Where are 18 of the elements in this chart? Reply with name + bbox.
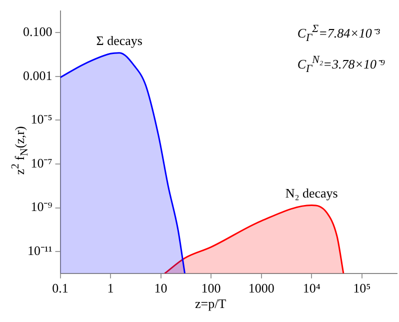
y-tick-label: 10⁻⁵ [30,112,52,127]
x-tick-label: 0.1 [52,280,68,296]
y-tick-label: 10⁻⁹ [30,199,53,214]
y-tick-label: 0.100 [23,24,52,40]
x-tick-label: 10⁵ [353,280,371,296]
x-tick-label: 10⁴ [302,280,321,296]
x-axis-title: z=p/T [195,296,226,312]
y-tick-label: 10⁻⁷ [30,155,52,170]
x-tick-label: 10 [154,280,168,296]
series-label: N₂ decays [285,185,338,200]
annotation: C$_{Γ}$$^{Σ}$=7.84×10⁻³ [297,22,381,46]
x-tick-label: 100 [201,280,221,296]
x-tick-label: 1 [107,280,114,296]
annotation: C$_{Γ}$$^{N₂}$=3.78×10⁻⁹ [297,52,385,77]
y-tick-label: 10⁻¹¹ [27,242,52,258]
y-tick-label: 0.001 [23,68,52,83]
series-label: Σ decays [96,32,142,48]
x-tick-label: 1000 [248,280,274,296]
